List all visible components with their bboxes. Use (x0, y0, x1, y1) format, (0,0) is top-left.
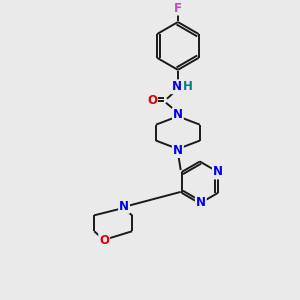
Text: N: N (172, 80, 182, 93)
Text: O: O (147, 94, 157, 107)
Text: N: N (173, 144, 183, 157)
Text: H: H (183, 80, 193, 93)
Text: O: O (99, 234, 109, 247)
Text: F: F (174, 2, 182, 15)
Text: N: N (213, 166, 223, 178)
Text: N: N (173, 108, 183, 121)
Text: N: N (196, 196, 206, 209)
Text: N: N (119, 200, 129, 213)
